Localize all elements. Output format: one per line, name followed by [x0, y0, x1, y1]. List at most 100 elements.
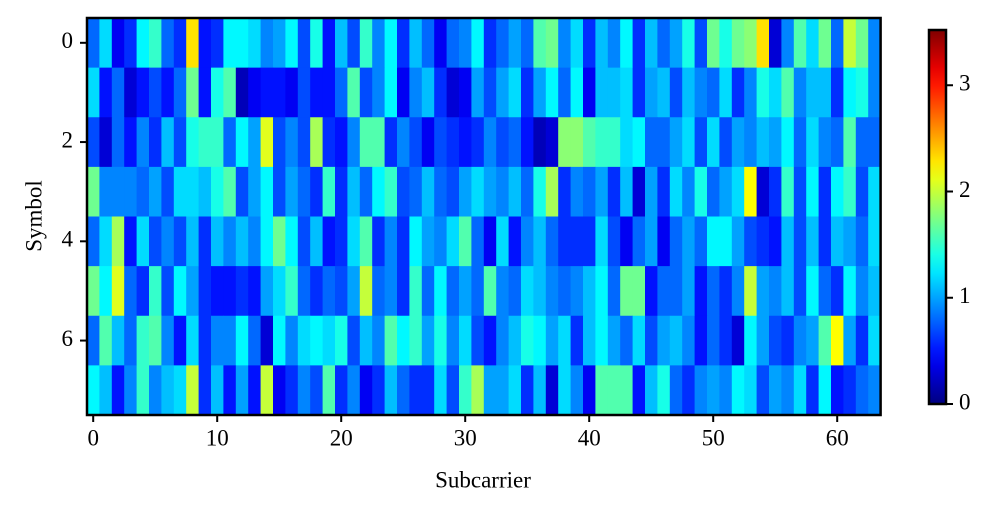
- cell: [434, 216, 447, 267]
- cell: [434, 67, 447, 118]
- cell: [359, 67, 373, 118]
- cell: [335, 67, 348, 118]
- cell: [620, 216, 633, 267]
- cell: [111, 266, 125, 317]
- cell: [707, 266, 720, 317]
- cell: [409, 365, 423, 416]
- cell: [421, 216, 435, 267]
- cell: [793, 315, 807, 366]
- cell: [620, 166, 633, 217]
- cell: [136, 216, 150, 267]
- heatmap: [87, 18, 881, 416]
- cell: [223, 166, 237, 217]
- cell: [248, 117, 261, 168]
- cell: [868, 216, 881, 267]
- cell: [87, 216, 100, 267]
- y-axis-label: Symbol: [21, 180, 46, 252]
- cell: [87, 315, 100, 366]
- cell: [273, 266, 286, 317]
- cell: [384, 18, 398, 69]
- cell: [347, 365, 361, 416]
- cell: [111, 216, 125, 267]
- cell: [793, 18, 807, 69]
- cell: [347, 117, 361, 168]
- cell: [831, 266, 844, 317]
- cell: [434, 266, 447, 317]
- cell: [583, 117, 596, 168]
- cell: [211, 315, 224, 366]
- cell: [285, 216, 299, 267]
- cell: [496, 67, 509, 118]
- cell: [186, 315, 199, 366]
- cell: [657, 117, 671, 168]
- cell: [397, 216, 410, 267]
- cell: [260, 67, 274, 118]
- cell: [310, 117, 323, 168]
- cell: [496, 18, 509, 69]
- cell: [583, 365, 596, 416]
- cell: [322, 166, 336, 217]
- cell: [421, 266, 435, 317]
- cell: [421, 67, 435, 118]
- cell: [744, 365, 757, 416]
- cell: [446, 216, 460, 267]
- cell: [384, 117, 398, 168]
- cell: [235, 266, 249, 317]
- cell: [235, 216, 249, 267]
- cell: [781, 315, 795, 366]
- cell: [657, 216, 671, 267]
- cell: [186, 67, 199, 118]
- cell: [806, 117, 819, 168]
- cell: [322, 117, 336, 168]
- cell: [793, 365, 807, 416]
- cell: [459, 166, 472, 217]
- cell: [397, 67, 410, 118]
- cell: [483, 365, 497, 416]
- cell: [372, 216, 385, 267]
- cell: [545, 18, 559, 69]
- cell: [471, 365, 485, 416]
- cell: [111, 166, 125, 217]
- cell: [111, 315, 125, 366]
- cell: [124, 18, 137, 69]
- cell: [111, 117, 125, 168]
- cell: [409, 216, 423, 267]
- cell: [434, 18, 447, 69]
- cell: [533, 18, 547, 69]
- cell: [161, 67, 175, 118]
- cell: [793, 266, 807, 317]
- cell: [669, 365, 683, 416]
- cell: [446, 67, 460, 118]
- cell: [756, 117, 770, 168]
- cell: [645, 18, 658, 69]
- cell: [310, 67, 323, 118]
- cell: [669, 166, 683, 217]
- cell: [694, 166, 708, 217]
- cell: [583, 266, 596, 317]
- colorbar: [927, 28, 948, 406]
- cell: [87, 266, 100, 317]
- cell: [620, 67, 633, 118]
- cell: [149, 117, 162, 168]
- cell: [173, 216, 187, 267]
- cell: [756, 216, 770, 267]
- cell: [223, 18, 237, 69]
- cell: [694, 266, 708, 317]
- cell: [521, 117, 534, 168]
- cell: [235, 67, 249, 118]
- cell: [87, 18, 100, 69]
- cell: [273, 365, 286, 416]
- plot-frame: [85, 16, 882, 417]
- cell: [397, 365, 410, 416]
- x-tick-label: 60: [826, 425, 849, 450]
- cell: [831, 18, 844, 69]
- cell: [359, 266, 373, 317]
- cell: [297, 315, 311, 366]
- cell: [731, 315, 745, 366]
- cell: [508, 216, 522, 267]
- cell: [384, 365, 398, 416]
- cell: [570, 315, 584, 366]
- cell: [111, 67, 125, 118]
- cell: [459, 315, 472, 366]
- cell: [682, 266, 695, 317]
